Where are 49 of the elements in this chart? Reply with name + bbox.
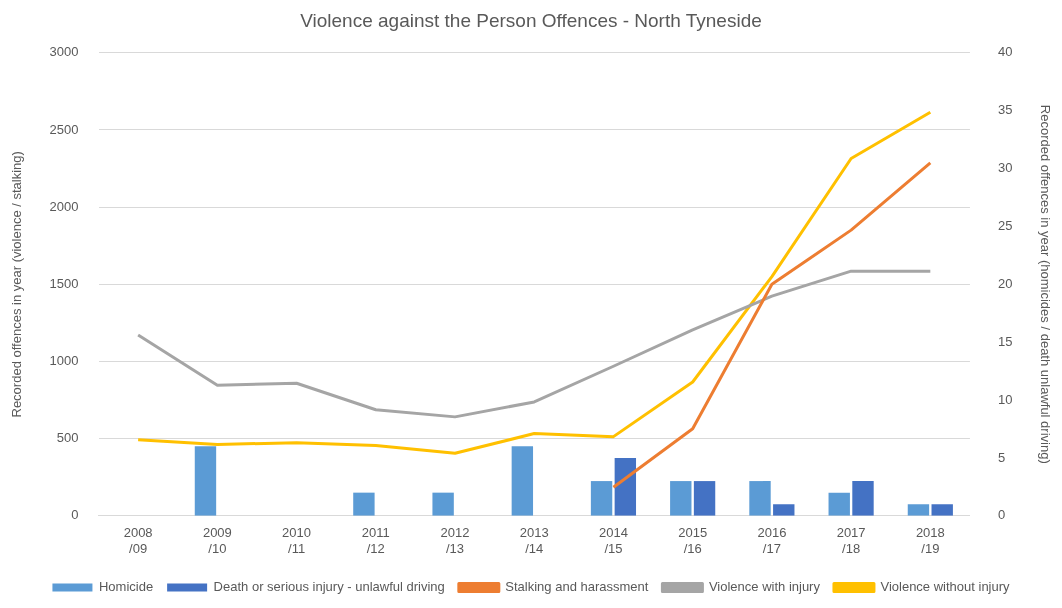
legend-label: Death or serious injury - unlawful driving (213, 579, 445, 595)
legend-label: Violence with injury (708, 579, 821, 595)
y-tick-label: 0 (71, 507, 79, 523)
x-tick-label: 2011 /12 (361, 525, 390, 556)
y-tick-label: 1500 (49, 275, 79, 291)
bar (670, 481, 692, 516)
y-tick-label: 2000 (49, 198, 79, 214)
bar (590, 481, 613, 516)
x-tick-label: 2016 /17 (757, 525, 787, 556)
bar (693, 481, 716, 516)
bar (773, 504, 795, 516)
x-tick-label: 2010 /11 (282, 525, 312, 556)
bar (852, 481, 874, 516)
y2-tick-label: 35 (997, 102, 1013, 118)
x-tick-label: 2014 /15 (598, 525, 628, 556)
bar (828, 492, 850, 516)
y-tick-label: 2500 (49, 121, 79, 137)
bar (194, 446, 217, 516)
bar (614, 457, 637, 516)
x-tick-label: 2012 /13 (440, 525, 470, 556)
y2-tick-label: 25 (997, 218, 1013, 233)
x-tick-label: 2008 /09 (123, 525, 153, 556)
y2-tick-label: 10 (997, 391, 1013, 407)
y2-tick-label: 30 (997, 160, 1013, 176)
y2-axis-title: Recorded offences in year (homicides / death unlawful driving) (1037, 104, 1053, 464)
bar (931, 504, 953, 516)
y2-tick-label: 5 (997, 449, 1006, 465)
y-axis-title: Recorded offences in year (violence / stalking) (9, 151, 25, 418)
x-tick-label: 2013 /14 (519, 525, 549, 556)
bar (749, 481, 771, 516)
bar (511, 446, 534, 516)
y-tick-label: 3000 (49, 44, 79, 60)
legend-label: Homicide (98, 579, 154, 595)
bar (432, 492, 454, 516)
x-tick-label: 2017 /18 (836, 525, 866, 556)
chart-title: Violence against the Person Offences - North Tyneside (300, 9, 762, 31)
y2-tick-label: 40 (997, 44, 1013, 60)
bar (353, 492, 375, 516)
y2-tick-label: 15 (997, 333, 1013, 349)
legend-label: Stalking and harassment (505, 579, 649, 595)
bar (907, 504, 930, 516)
x-tick-label: 2009 /10 (202, 525, 232, 556)
x-tick-label: 2018 /19 (915, 525, 945, 556)
x-tick-label: 2015 /16 (678, 525, 708, 556)
y-tick-label: 500 (56, 430, 79, 446)
y2-tick-label: 0 (997, 507, 1006, 523)
legend-label: Violence without injury (880, 579, 1011, 595)
y2-tick-label: 20 (997, 275, 1013, 291)
y-tick-label: 1000 (49, 353, 79, 369)
